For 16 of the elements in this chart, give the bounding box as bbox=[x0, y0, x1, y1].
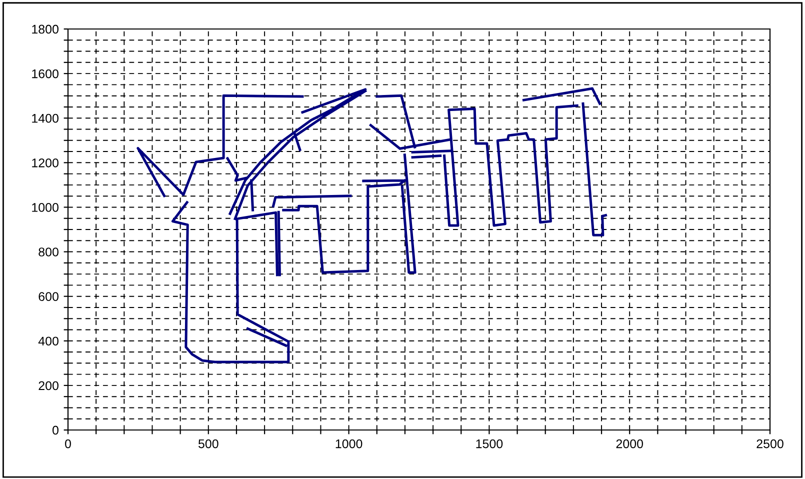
y-tick-label: 1800 bbox=[32, 24, 58, 34]
x-tick-label: 1000 bbox=[336, 439, 362, 448]
x-tick-label: 0 bbox=[65, 439, 71, 448]
y-tick-label: 1200 bbox=[32, 158, 58, 168]
y-tick-label: 1400 bbox=[32, 114, 58, 123]
y-tick-label: 200 bbox=[38, 381, 58, 390]
x-tick-label: 2000 bbox=[616, 439, 644, 448]
y-tick-label: 1600 bbox=[32, 69, 58, 78]
x-tick-label: 2500 bbox=[756, 439, 784, 448]
x-tick-label: 1500 bbox=[476, 439, 503, 448]
y-tick-label: 0 bbox=[52, 426, 58, 435]
x-tick-label: 500 bbox=[198, 439, 218, 448]
y-tick-label: 1000 bbox=[32, 203, 58, 212]
y-tick-label: 800 bbox=[38, 248, 58, 256]
y-tick-label: 400 bbox=[38, 336, 58, 346]
y-tick-label: 600 bbox=[38, 292, 58, 301]
